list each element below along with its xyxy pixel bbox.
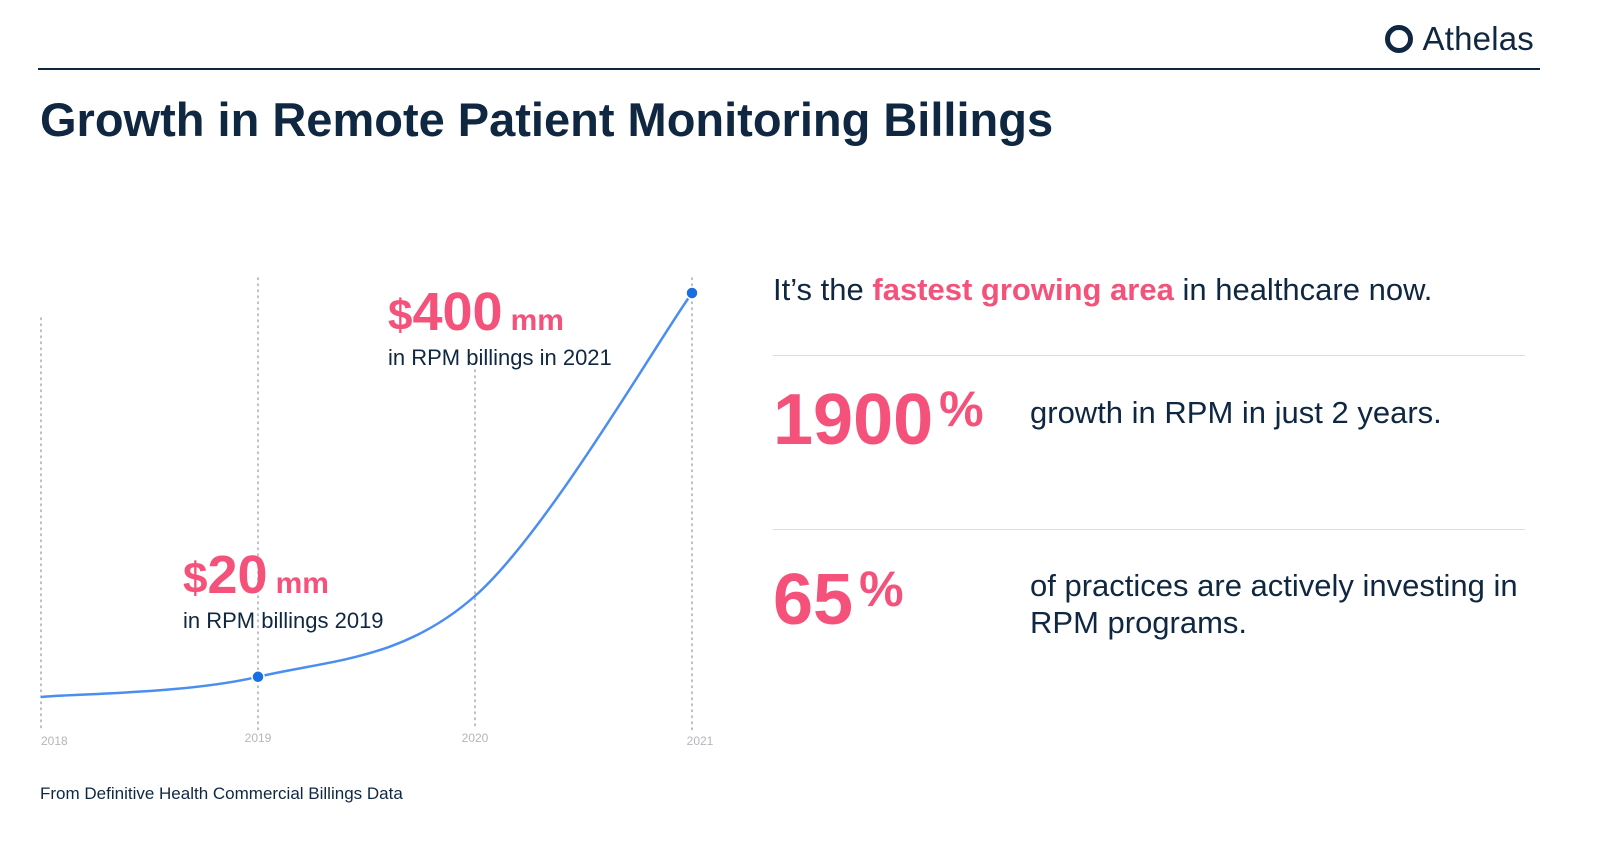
- callout-2021-symbol: $: [388, 291, 413, 340]
- x-tick-label-2020: 2020: [462, 731, 489, 745]
- callout-2019-symbol: $: [183, 554, 208, 603]
- callout-2019-unit: mm: [275, 567, 329, 600]
- callout-2021-figure: $400 mm: [388, 285, 612, 339]
- stat-growth-value: 1900: [773, 380, 934, 460]
- x-tick-label-2019: 2019: [245, 731, 272, 745]
- rpm-growth-chart: 2018 2019 2020 2021: [40, 277, 714, 748]
- stat-growth-number: 1900%: [773, 384, 984, 456]
- callout-2019: $20 mm in RPM billings 2019: [183, 548, 384, 634]
- stat-practices-unit: %: [859, 561, 904, 617]
- athelas-logo: Athelas: [1384, 20, 1534, 58]
- divider-1: [773, 355, 1525, 356]
- callout-2019-figure: $20 mm: [183, 548, 384, 602]
- source-note: From Definitive Health Commercial Billin…: [40, 784, 403, 803]
- callout-2021-unit: mm: [510, 304, 564, 337]
- header-rule: [38, 68, 1540, 70]
- stat-practices-value: 65: [773, 560, 854, 640]
- stat-growth-text: growth in RPM in just 2 years.: [1030, 395, 1442, 430]
- growth-line: [40, 292, 694, 699]
- tagline-highlight: fastest growing area: [872, 272, 1174, 307]
- callout-2019-value: 20: [207, 545, 268, 605]
- divider-2: [773, 529, 1525, 530]
- stat-practices-text: of practices are actively investing in R…: [1030, 568, 1518, 640]
- callout-2021-caption: in RPM billings in 2021: [388, 345, 612, 370]
- page-title: Growth in Remote Patient Monitoring Bill…: [40, 93, 1054, 146]
- callout-2021-value: 400: [412, 282, 503, 342]
- callout-2021: $400 mm in RPM billings in 2021: [388, 285, 612, 371]
- callout-2019-caption: in RPM billings 2019: [183, 608, 384, 633]
- data-point-2021: [685, 286, 699, 300]
- logo-ring-icon: [1384, 25, 1413, 53]
- stat-growth-unit: %: [939, 381, 984, 437]
- data-point-2019: [251, 670, 265, 684]
- tagline-before: It’s the: [773, 272, 873, 307]
- x-tick-label-2021: 2021: [687, 734, 714, 748]
- logo-text: Athelas: [1422, 20, 1534, 57]
- stat-practices-number: 65%: [773, 564, 904, 636]
- tagline-after: in healthcare now.: [1173, 272, 1433, 307]
- tagline: It’s the fastest growing area in healthc…: [773, 272, 1432, 308]
- x-tick-label-2018: 2018: [41, 734, 68, 748]
